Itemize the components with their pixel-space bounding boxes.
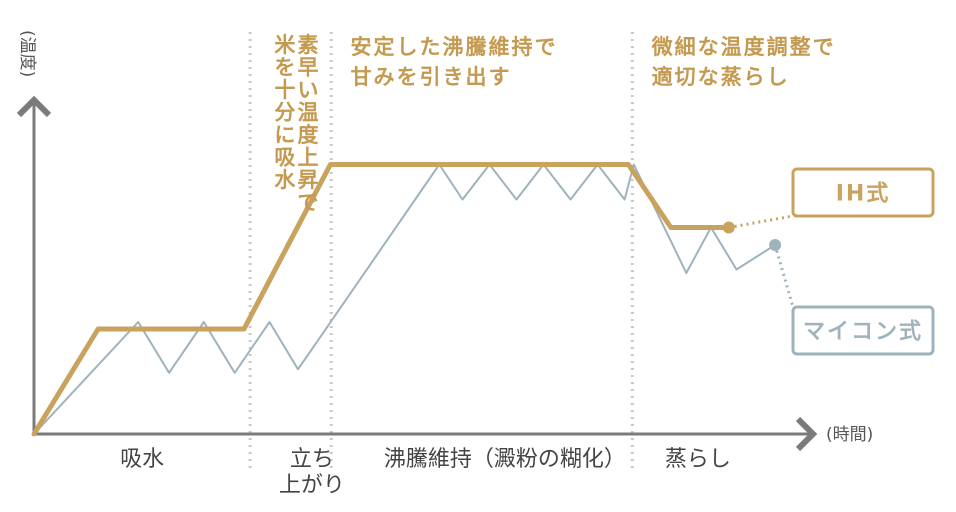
- phase-label-1: 吸水: [120, 447, 164, 472]
- legend-connector-ih: [728, 214, 794, 229]
- legend-box-ih: [791, 167, 935, 218]
- phase-label-2: 立ち上がり: [279, 447, 345, 498]
- annotation-1: 米を十分に吸水: [274, 33, 296, 192]
- series-line-micom: [33, 163, 777, 435]
- phase-label-3: 沸騰維持（澱粉の糊化）: [384, 447, 626, 472]
- legend-label-ih: IH式: [836, 182, 891, 207]
- series-line-ih: [31, 162, 732, 437]
- annotation-2: 素早い温度上昇で: [298, 33, 319, 215]
- series-lines: [31, 162, 782, 437]
- phase-label-4: 蒸らし: [665, 447, 731, 472]
- phase-labels: 吸水 立ち上がり 沸騰維持（澱粉の糊化） 蒸らし: [120, 447, 731, 498]
- legend-connector-micom: [773, 244, 795, 308]
- y-axis-label: (温度): [17, 30, 37, 77]
- annotation-3: 安定した沸騰維持で甘みを引き出す: [351, 35, 558, 89]
- annotation-4: 微細な温度調整で適切な蒸らし: [651, 35, 836, 89]
- legend-label-micom: マイコン式: [803, 320, 923, 345]
- phase-dividers: [248, 32, 634, 470]
- legend-box-micom: [791, 305, 935, 356]
- x-axis-label: (時間): [826, 425, 873, 445]
